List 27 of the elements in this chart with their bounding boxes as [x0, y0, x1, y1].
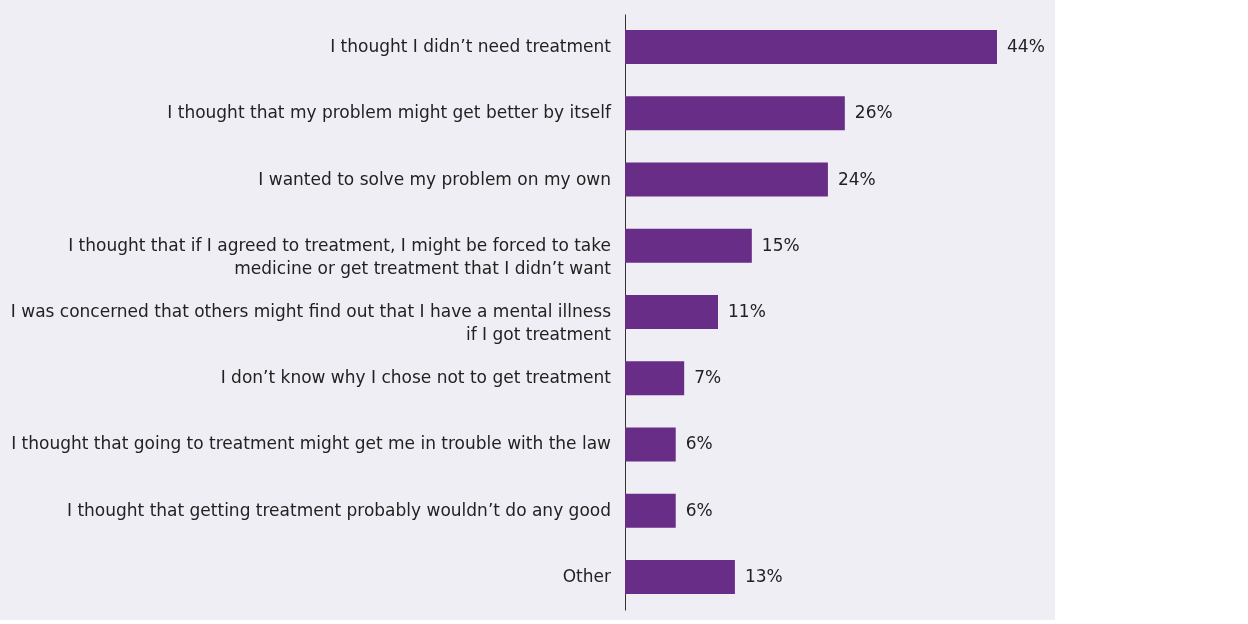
y-tick-label: I wanted to solve my problem on my own	[258, 168, 611, 189]
data-label: 11%	[728, 301, 766, 321]
data-label: 6%	[685, 499, 713, 520]
y-tick-label: I was concerned that others might find out that I have a mental illness if I got treatment	[10, 301, 612, 344]
bar	[625, 96, 845, 131]
bar	[625, 559, 735, 594]
y-tick-label: I thought that getting treatment probably wouldn’t do any good	[66, 499, 611, 520]
bar	[625, 228, 752, 263]
data-label: 13%	[744, 565, 783, 586]
data-label: 44%	[1007, 36, 1045, 57]
bar	[625, 361, 685, 396]
data-label: 15%	[761, 234, 800, 255]
y-tick-label: I thought that my problem might get better by itself	[167, 102, 613, 123]
y-tick-label: I don’t know why I chose not to get treatment	[220, 367, 612, 388]
bar	[625, 30, 997, 65]
bar	[625, 295, 718, 329]
y-tick-label: Other	[562, 565, 611, 586]
data-label: 6%	[685, 433, 713, 454]
bar	[625, 162, 828, 197]
y-tick-label: I thought that if I agreed to treatment, I might be forced to take medicine or get treatment that I didn’t want	[68, 234, 612, 278]
data-label: 7%	[694, 367, 722, 388]
y-tick-label: I thought I didn’t need treatment	[330, 36, 612, 57]
bar	[625, 493, 676, 528]
data-label: 24%	[837, 168, 876, 189]
bar	[625, 427, 676, 462]
y-tick-label: I thought that going to treatment might get me in trouble with the law	[11, 433, 612, 454]
data-label: 26%	[854, 102, 893, 123]
